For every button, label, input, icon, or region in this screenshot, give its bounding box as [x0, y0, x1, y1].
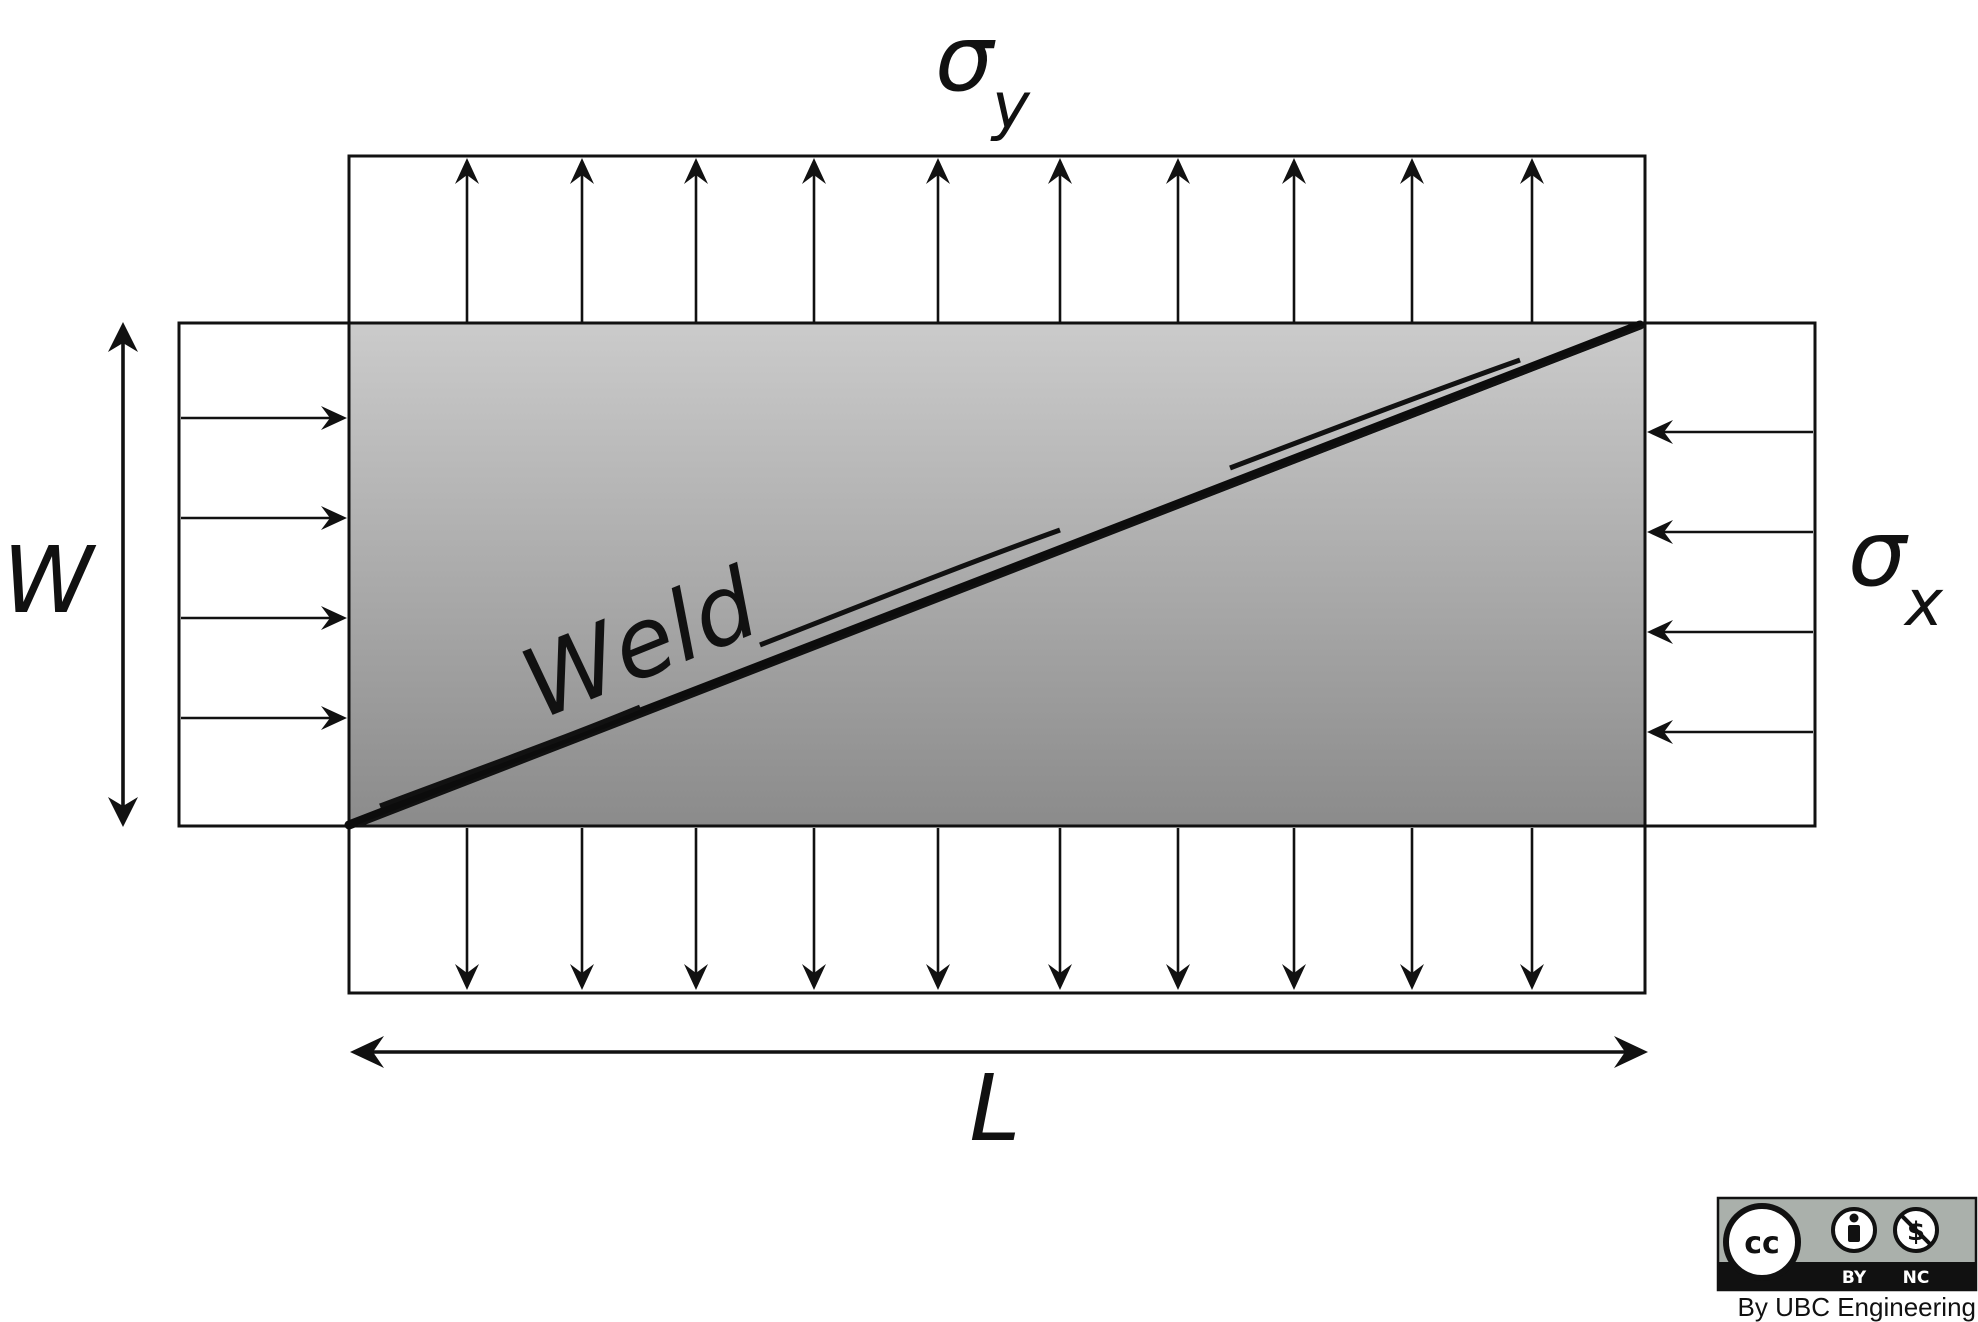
sigma-y-bottom-arrow	[570, 828, 594, 990]
sigma-y-top-arrow	[570, 158, 594, 322]
sigma-y-top-arrow	[802, 158, 826, 322]
sigma-y-top-arrow	[1520, 158, 1544, 322]
sigma-y-bottom-arrow	[1166, 828, 1190, 990]
sigma-y-bottom-arrow	[926, 828, 950, 990]
sigma-x-right-arrow	[1647, 420, 1813, 444]
sigma-x-symbol: σ	[1848, 500, 1909, 607]
sigma-y-bottom-arrow	[1400, 828, 1424, 990]
sigma-x-left-arrow	[181, 506, 347, 530]
right-load-frame	[1643, 321, 1817, 828]
license-by-label: BY	[1842, 1268, 1867, 1288]
width-label: W	[3, 527, 97, 634]
credit-text: By UBC Engineering	[1738, 1292, 1976, 1322]
sigma-y-top-arrow	[1282, 158, 1306, 322]
sigma-y-top-arrow	[1048, 158, 1072, 322]
sigma-y-bottom-arrow	[455, 828, 479, 990]
sigma-x-right-arrows	[1647, 420, 1813, 744]
sigma-y-bottom-arrow	[1282, 828, 1306, 990]
sigma-y-bottom-arrow	[802, 828, 826, 990]
top-load-frame	[347, 154, 1647, 325]
sigma-y-top-arrow	[684, 158, 708, 322]
sigma-y-top-arrow	[1166, 158, 1190, 322]
noncommercial-icon: $	[1893, 1207, 1939, 1253]
license-badge: cc $ BY NC	[1716, 1196, 1978, 1292]
sigma-y-top-arrows	[455, 158, 1544, 322]
sigma-x-left-arrow	[181, 606, 347, 630]
sigma-y-top-arrow	[926, 158, 950, 322]
attribution-icon	[1831, 1207, 1877, 1253]
cc-label: cc	[1744, 1226, 1780, 1261]
sigma-y-bottom-arrow	[1520, 828, 1544, 990]
sigma-y-top-arrow	[1400, 158, 1424, 322]
sigma-y-symbol: σ	[935, 5, 996, 112]
sigma-y-bottom-arrows	[455, 828, 1544, 990]
left-load-frame	[177, 321, 351, 828]
sigma-y-top-arrow	[455, 158, 479, 322]
sigma-x-right-arrow	[1647, 520, 1813, 544]
weld-line	[344, 320, 1646, 830]
length-label: L	[969, 1055, 1020, 1162]
license-nc-label: NC	[1903, 1268, 1930, 1288]
sigma-x-left-arrow	[181, 706, 347, 730]
sigma-x-left-arrows	[181, 406, 347, 730]
sigma-y-bottom-arrow	[1048, 828, 1072, 990]
sigma-x-left-arrow	[181, 406, 347, 430]
length-dimension	[350, 1036, 1648, 1068]
sigma-y-subscript: y	[990, 70, 1031, 144]
sigma-x-right-arrow	[1647, 620, 1813, 644]
cc-icon: cc	[1723, 1203, 1801, 1281]
width-dimension	[108, 322, 138, 827]
sigma-y-bottom-arrow	[684, 828, 708, 990]
sigma-x-right-arrow	[1647, 720, 1813, 744]
sigma-x-subscript: x	[1903, 567, 1944, 641]
bottom-load-frame	[347, 824, 1647, 995]
